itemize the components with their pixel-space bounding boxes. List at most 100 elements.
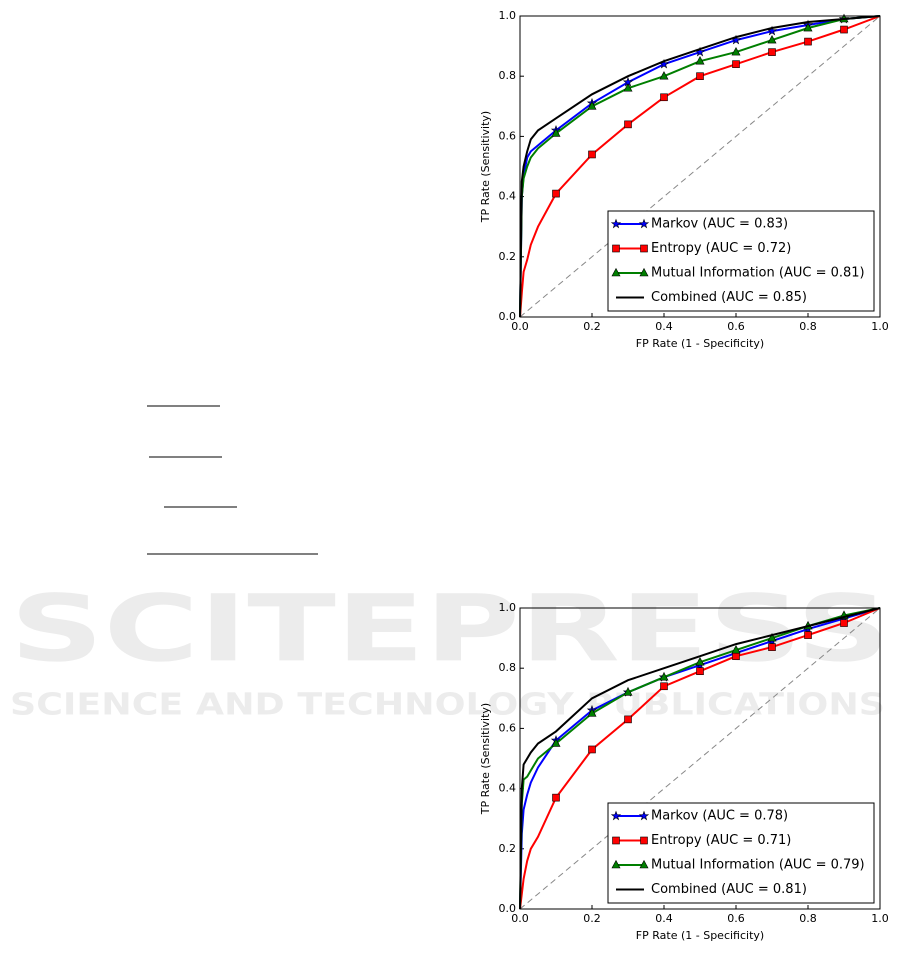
marker xyxy=(696,667,704,676)
legend-box xyxy=(607,802,875,904)
marker xyxy=(623,687,633,696)
marker xyxy=(639,267,649,277)
marker xyxy=(552,793,560,802)
marker xyxy=(803,22,813,32)
marker xyxy=(639,859,649,869)
legend-label: Combined (AUC = 0.85) xyxy=(651,290,807,305)
y-tick-label: 0.6 xyxy=(499,721,517,734)
marker xyxy=(612,244,620,253)
underlines xyxy=(147,405,318,555)
marker xyxy=(840,25,848,34)
roc-line xyxy=(519,607,881,910)
diagonal xyxy=(519,15,881,318)
x-tick-label: 0.6 xyxy=(727,320,745,333)
y-tick-label: 0.2 xyxy=(499,842,517,855)
x-tick-label: 0.4 xyxy=(655,912,673,925)
legend-label: Mutual Information (AUC = 0.79) xyxy=(651,858,865,873)
x-tick-label: 0.4 xyxy=(655,320,673,333)
marker xyxy=(768,643,776,651)
y-axis-label: TP Rate (Sensitivity) xyxy=(479,703,492,815)
watermark-title: SCITEPRESS xyxy=(10,575,890,682)
legend-label: Entropy (AUC = 0.71) xyxy=(651,833,791,848)
marker xyxy=(624,120,632,129)
watermark: SCITEPRESS SCIENCE AND TECHNOLOGY PUBLIC… xyxy=(10,575,890,722)
roc-line xyxy=(519,15,881,318)
roc-line xyxy=(519,607,881,910)
roc-line xyxy=(519,607,881,910)
marker xyxy=(840,619,848,627)
marker xyxy=(587,101,597,110)
legend-label: Mutual Information (AUC = 0.81) xyxy=(651,266,865,281)
x-axis-label: FP Rate (1 - Specificity) xyxy=(636,929,764,942)
marker xyxy=(610,810,622,821)
y-tick-label: 0.4 xyxy=(499,782,517,795)
legend-box xyxy=(607,210,875,312)
plot-frame xyxy=(519,15,881,318)
y-axis-label: TP Rate (Sensitivity) xyxy=(479,111,492,223)
diagonal xyxy=(519,607,881,910)
marker xyxy=(638,218,650,229)
y-tick-label: 0.8 xyxy=(499,661,517,674)
y-tick-label: 0.0 xyxy=(499,902,517,915)
roc-line xyxy=(519,15,881,318)
watermark-subtitle: SCIENCE AND TECHNOLOGY PUBLICATIONS xyxy=(10,688,885,723)
legend-label: Markov (AUC = 0.78) xyxy=(651,809,788,824)
marker xyxy=(696,72,704,80)
legend-label: Markov (AUC = 0.83) xyxy=(651,217,788,232)
marker xyxy=(767,632,777,642)
marker xyxy=(552,189,560,198)
marker xyxy=(611,267,621,277)
marker xyxy=(804,37,812,46)
marker xyxy=(732,60,740,68)
x-axis-label: FP Rate (1 - Specificity) xyxy=(636,337,764,350)
marker xyxy=(640,836,648,845)
marker xyxy=(731,46,741,56)
marker xyxy=(638,810,650,821)
marker xyxy=(804,631,812,639)
marker xyxy=(660,682,668,691)
marker xyxy=(551,738,561,747)
roc-line xyxy=(519,15,881,318)
chart: 0.0 0.2 0.4 0.6 0.8 1.0 0.0 0.2 0.4 0.6 0.8 1.0 FP R… xyxy=(479,601,889,942)
marker xyxy=(768,48,776,56)
x-tick-label: 0.2 xyxy=(583,320,601,333)
y-tick-label: 1.0 xyxy=(499,9,517,22)
marker xyxy=(610,218,622,229)
marker xyxy=(611,859,621,869)
marker xyxy=(695,56,705,65)
y-tick-label: 1.0 xyxy=(499,601,517,614)
x-tick-label: 0.8 xyxy=(799,912,817,925)
roc-line xyxy=(519,607,881,910)
x-tick-label: 1.0 xyxy=(871,912,889,925)
marker xyxy=(659,672,669,681)
y-tick-label: 0.2 xyxy=(499,250,517,263)
marker xyxy=(624,715,632,724)
marker xyxy=(588,150,596,159)
marker xyxy=(640,244,648,253)
y-tick-label: 0.6 xyxy=(499,129,517,142)
chart: 0.0 0.2 0.4 0.6 0.8 1.0 0.0 0.2 0.4 0.6 0.8 1.0 FP R… xyxy=(479,9,889,350)
marker xyxy=(660,93,668,102)
legend-label: Entropy (AUC = 0.72) xyxy=(651,241,791,256)
roc-line xyxy=(519,15,881,318)
marker xyxy=(732,652,740,660)
marker xyxy=(612,836,620,845)
marker xyxy=(767,34,777,44)
marker xyxy=(731,645,741,654)
y-tick-label: 0.4 xyxy=(499,190,517,203)
x-tick-label: 0.6 xyxy=(727,912,745,925)
y-tick-label: 0.0 xyxy=(499,310,517,323)
plot-frame xyxy=(519,607,881,910)
x-tick-label: 1.0 xyxy=(871,320,889,333)
marker xyxy=(659,71,669,80)
marker xyxy=(551,128,561,137)
marker xyxy=(587,708,597,717)
x-tick-label: 0.8 xyxy=(799,320,817,333)
legend-label: Combined (AUC = 0.81) xyxy=(651,882,807,897)
y-tick-label: 0.8 xyxy=(499,69,517,82)
x-tick-label: 0.2 xyxy=(583,912,601,925)
marker xyxy=(695,657,705,666)
marker xyxy=(588,745,596,754)
x-tick-label: 0.0 xyxy=(511,320,529,333)
